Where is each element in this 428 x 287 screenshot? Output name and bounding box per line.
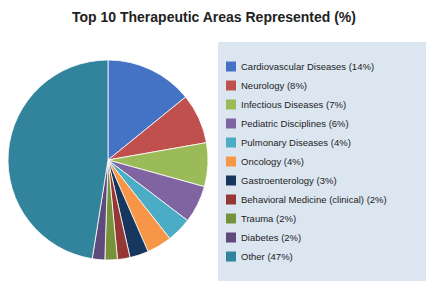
pie bbox=[8, 60, 208, 260]
legend-label: Cardiovascular Diseases (14%) bbox=[241, 61, 374, 72]
legend-label: Trauma (2%) bbox=[241, 213, 296, 224]
legend-swatch bbox=[226, 252, 236, 262]
legend-swatch bbox=[226, 233, 236, 243]
legend-label: Pediatric Disciplines (6%) bbox=[241, 118, 349, 129]
legend-swatch bbox=[226, 195, 236, 205]
legend-swatch bbox=[226, 119, 236, 129]
legend-swatch bbox=[226, 100, 236, 110]
legend-background bbox=[218, 42, 426, 281]
legend-label: Diabetes (2%) bbox=[241, 232, 301, 243]
legend-label: Oncology (4%) bbox=[241, 156, 304, 167]
legend: Cardiovascular Diseases (14%) Neurology (… bbox=[218, 42, 426, 281]
legend-swatch bbox=[226, 81, 236, 91]
legend-label: Other (47%) bbox=[241, 251, 293, 262]
title: Top 10 Therapeutic Areas Represented (%) bbox=[72, 9, 356, 25]
legend-swatch bbox=[226, 157, 236, 167]
legend-swatch bbox=[226, 138, 236, 148]
legend-label: Infectious Diseases (7%) bbox=[241, 99, 346, 110]
legend-label: Pulmonary Diseases (4%) bbox=[241, 137, 351, 148]
legend-label: Gastroenterology (3%) bbox=[241, 175, 337, 186]
legend-swatch bbox=[226, 176, 236, 186]
legend-swatch bbox=[226, 214, 236, 224]
legend-swatch bbox=[226, 62, 236, 72]
legend-label: Neurology (8%) bbox=[241, 80, 307, 91]
chart: Top 10 Therapeutic Areas Represented (%)… bbox=[0, 0, 428, 287]
pie-slice bbox=[8, 60, 108, 259]
legend-label: Behavioral Medicine (clinical) (2%) bbox=[241, 194, 387, 205]
